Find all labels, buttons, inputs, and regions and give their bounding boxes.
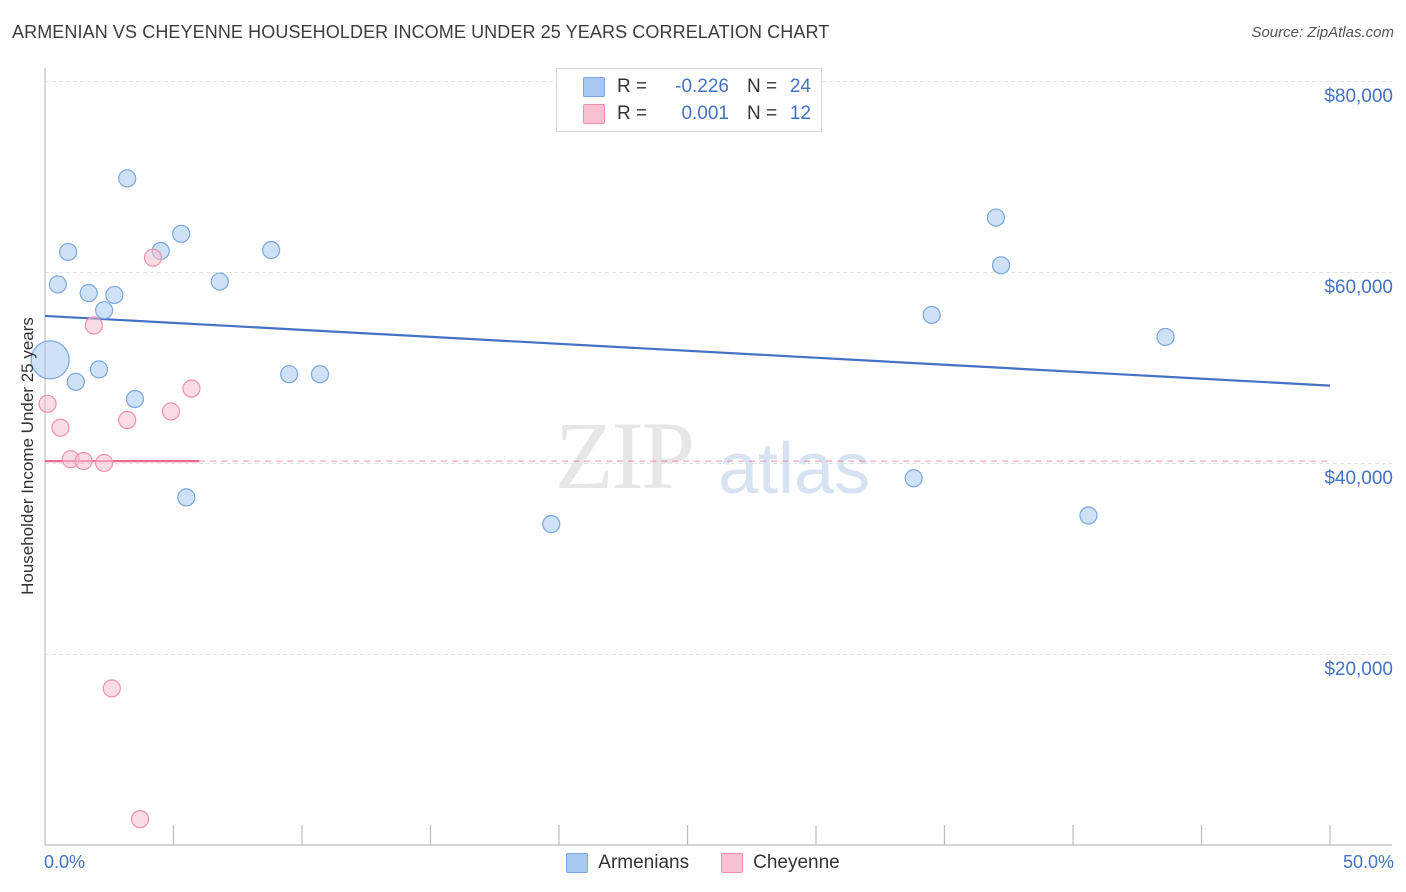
legend-swatch-armenians [583, 77, 605, 97]
point-cheyenne-6 [102, 679, 121, 698]
legend-n-value: 12 [789, 103, 811, 124]
point-cheyenne-0 [38, 394, 57, 413]
point-armenians-19 [922, 305, 941, 325]
point-armenians-7 [105, 285, 124, 305]
legend-r-label: R = [617, 103, 648, 124]
point-cheyenne-5 [95, 453, 114, 473]
legend-n-label: N = [747, 103, 778, 124]
legend-row-cheyenne: R = 0.001 N = 12 [583, 101, 811, 127]
series-swatch-cheyenne [721, 853, 744, 873]
y-tick-label-40000: $40,000 [1324, 468, 1393, 489]
watermark-zip: ZIP [555, 402, 695, 509]
x-tick-label-max: 50.0% [1342, 852, 1394, 872]
point-cheyenne-11 [182, 379, 201, 398]
chart-title: ARMENIAN VS CHEYENNE HOUSEHOLDER INCOME … [12, 22, 830, 42]
point-cheyenne-7 [118, 410, 137, 430]
point-armenians-13 [210, 272, 229, 291]
point-armenians-22 [1079, 506, 1098, 525]
point-armenians-3 [66, 372, 85, 391]
point-cheyenne-3 [74, 451, 93, 471]
legend-r-label: R = [617, 76, 648, 97]
y-tick-label-80000: $80,000 [1324, 86, 1393, 107]
legend-row-armenians: R = -0.226 N = 24 [583, 74, 811, 100]
point-cheyenne-9 [143, 248, 163, 267]
point-armenians-12 [177, 488, 196, 507]
legend-swatch-cheyenne [583, 104, 605, 124]
series-label-cheyenne: Cheyenne [753, 852, 840, 873]
x-tick-label-min: 0.0% [44, 852, 86, 872]
point-armenians-14 [262, 240, 281, 260]
legend-n-label: N = [747, 76, 778, 97]
point-cheyenne-1 [51, 418, 70, 437]
point-armenians-15 [280, 365, 299, 384]
point-cheyenne-8 [130, 810, 150, 829]
legend-r-value: 0.001 [681, 103, 729, 124]
source-label: Source: ZipAtlas.com [1251, 24, 1394, 41]
point-armenians-4 [79, 283, 98, 303]
series-legend: Armenians Cheyenne [0, 852, 1406, 874]
y-axis-label: Householder Income Under 25 years [18, 317, 37, 595]
point-armenians-21 [991, 256, 1011, 275]
point-armenians-20 [986, 208, 1006, 227]
point-armenians-1 [48, 275, 67, 294]
point-cheyenne-4 [84, 316, 103, 335]
point-armenians-16 [310, 365, 330, 384]
point-armenians-0 [30, 340, 70, 380]
trendline-armenians [44, 314, 1331, 387]
series-legend-cheyenne[interactable]: Cheyenne [721, 852, 840, 874]
watermark-atlas: atlas [718, 429, 871, 509]
point-armenians-18 [904, 469, 923, 488]
point-armenians-9 [125, 389, 145, 409]
point-armenians-8 [118, 169, 137, 188]
series-legend-armenians[interactable]: Armenians [566, 852, 689, 874]
legend-r-value: -0.226 [675, 76, 729, 97]
point-armenians-11 [172, 224, 191, 243]
correlation-legend: R = -0.226 N = 24 R = 0.001 N = 12 [556, 68, 822, 132]
point-cheyenne-10 [161, 402, 181, 421]
point-armenians-2 [59, 242, 78, 262]
point-armenians-23 [1156, 327, 1175, 347]
point-armenians-17 [542, 515, 561, 534]
y-tick-label-60000: $60,000 [1324, 277, 1393, 298]
point-armenians-6 [95, 301, 114, 320]
point-armenians-5 [89, 360, 109, 379]
series-label-armenians: Armenians [598, 852, 690, 873]
y-tick-label-20000: $20,000 [1324, 659, 1393, 680]
legend-n-value: 24 [789, 76, 811, 97]
series-swatch-armenians [566, 853, 589, 873]
